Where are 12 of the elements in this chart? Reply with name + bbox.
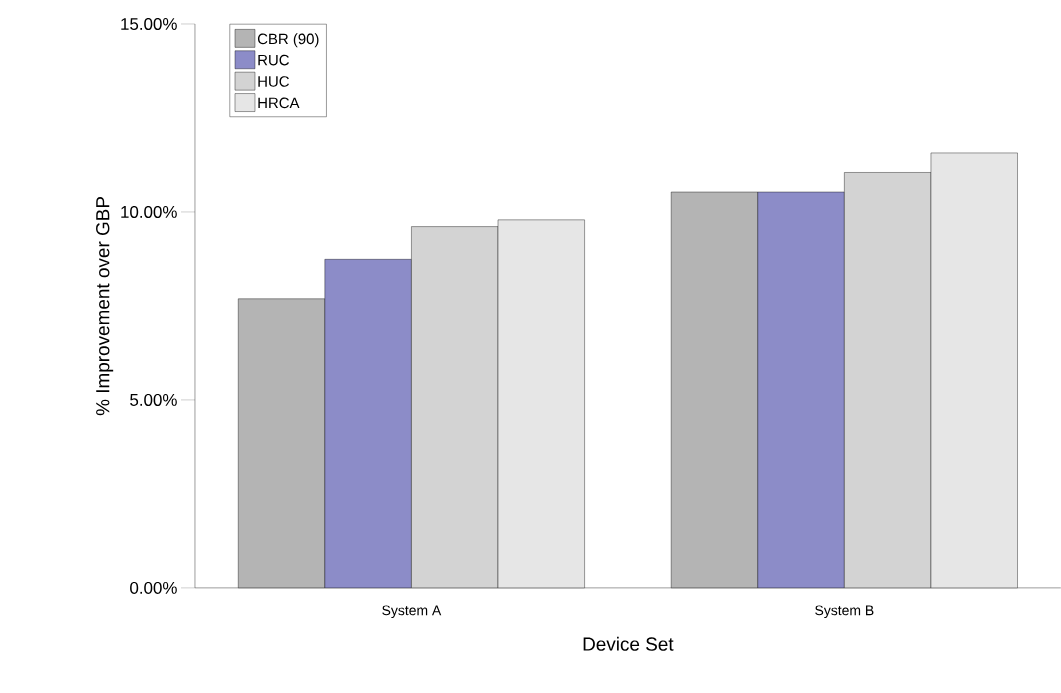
legend-label: HRCA <box>258 97 300 109</box>
legend-label: RUC <box>258 54 289 66</box>
y-axis-title: % Improvement over GBP <box>96 197 114 416</box>
x-tick-label: System A <box>382 605 442 619</box>
legend-label: HUC <box>258 76 289 87</box>
y-tick-label: 15.00% <box>121 18 177 31</box>
legend-label: CBR (90) <box>257 33 319 48</box>
y-tick-label: 5.00% <box>130 393 177 406</box>
y-tick-label: 10.00% <box>121 206 177 219</box>
x-axis-title: Device Set <box>583 636 674 651</box>
y-tick-label: 0.00% <box>130 581 177 594</box>
x-tick-label: System B <box>815 605 874 619</box>
